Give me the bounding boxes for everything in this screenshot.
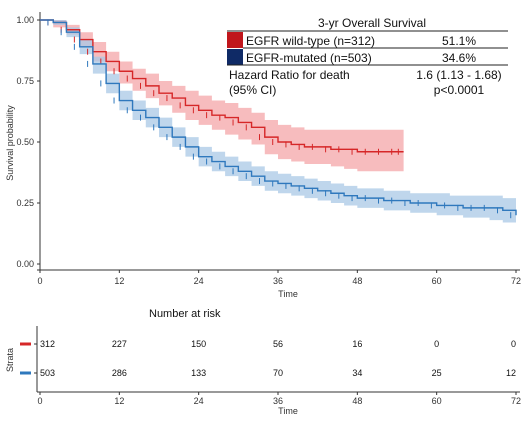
- risk-table: Number at risk Strata Time 312 227 150 56 16…: [5, 308, 521, 416]
- ci-label: (95% CI): [229, 83, 276, 97]
- ci-band-wild-type: [40, 20, 404, 172]
- risk-count: 70: [273, 368, 283, 378]
- risk-count: 25: [432, 368, 442, 378]
- legend-swatch-wild-type: [227, 32, 243, 48]
- risk-x-tick-label: 24: [194, 396, 204, 406]
- y-tick-label: 0.00: [16, 259, 34, 269]
- legend-header: 3-yr Overall Survival: [318, 16, 426, 30]
- legend-box: 3-yr Overall Survival EGFR wild-type (n=…: [227, 16, 508, 97]
- risk-table-title: Number at risk: [149, 308, 221, 320]
- risk-table-strata-label: Strata: [5, 348, 15, 372]
- legend-swatch-mutated: [227, 49, 243, 65]
- hazard-ratio-label: Hazard Ratio for death: [229, 68, 350, 82]
- legend-label-mutated: EGFR-mutated (n=503): [246, 51, 372, 65]
- legend-value-wild-type: 51.1%: [442, 34, 476, 48]
- risk-x-tick-label: 48: [352, 396, 362, 406]
- risk-x-tick-label: 60: [432, 396, 442, 406]
- survival-line-mutated: [40, 19, 517, 216]
- y-tick-label: 1.00: [16, 15, 34, 25]
- x-tick-label: 48: [352, 276, 362, 286]
- risk-count: 503: [40, 368, 55, 378]
- risk-count: 133: [191, 368, 206, 378]
- risk-x-tick-label: 12: [114, 396, 124, 406]
- risk-x-tick-label: 36: [273, 396, 283, 406]
- risk-x-tick-label: 72: [511, 396, 521, 406]
- x-tick-label: 72: [511, 276, 521, 286]
- risk-table-x-title: Time: [278, 406, 298, 416]
- hazard-ratio-value: 1.6 (1.13 - 1.68): [416, 68, 501, 82]
- y-tick-label: 0.75: [16, 76, 34, 86]
- x-tick-label: 0: [37, 276, 42, 286]
- legend-label-wild-type: EGFR wild-type (n=312): [246, 34, 375, 48]
- x-axis-title: Time: [278, 289, 298, 299]
- risk-count: 16: [352, 339, 362, 349]
- risk-count: 0: [511, 339, 516, 349]
- risk-count: 150: [191, 339, 206, 349]
- y-axis-title: Survival probability: [5, 105, 15, 181]
- x-tick-label: 24: [194, 276, 204, 286]
- risk-count: 286: [112, 368, 127, 378]
- legend-value-mutated: 34.6%: [442, 51, 476, 65]
- y-tick-label: 0.50: [16, 137, 34, 147]
- x-tick-label: 12: [114, 276, 124, 286]
- survival-line-wild-type: [40, 19, 404, 153]
- risk-count: 227: [112, 339, 127, 349]
- risk-count: 34: [352, 368, 362, 378]
- y-tick-label: 0.25: [16, 198, 34, 208]
- p-value: p<0.0001: [434, 83, 485, 97]
- x-tick-label: 36: [273, 276, 283, 286]
- risk-count: 312: [40, 339, 55, 349]
- risk-x-tick-label: 0: [37, 396, 42, 406]
- main-plot-area: 0.00 0.25 0.50 0.75 1.00 0 12 24 36 48 60 72: [16, 12, 521, 286]
- risk-count: 12: [506, 368, 516, 378]
- x-tick-label: 60: [432, 276, 442, 286]
- risk-count: 56: [273, 339, 283, 349]
- risk-count: 0: [434, 339, 439, 349]
